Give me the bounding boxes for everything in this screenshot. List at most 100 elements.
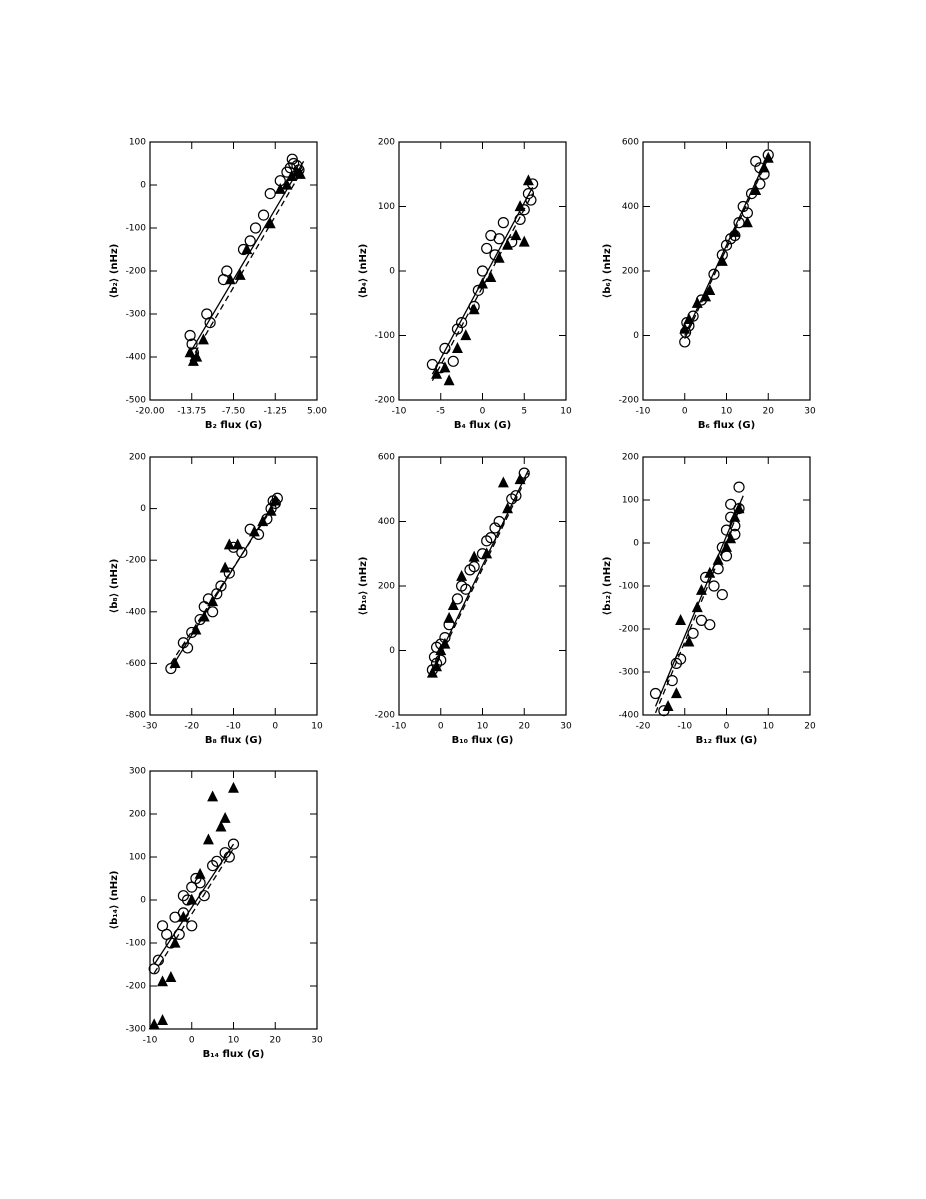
- x-tick-label: 20: [519, 722, 531, 732]
- triangle-point: [485, 271, 497, 283]
- y-tick-label: -200: [375, 711, 396, 721]
- triangle-point: [191, 350, 203, 362]
- circle-point: [522, 188, 535, 200]
- triangle-point: [497, 476, 509, 488]
- triangle-point: [456, 569, 468, 581]
- x-tick-label: -20: [636, 722, 651, 732]
- triangle-point: [510, 229, 522, 241]
- x-tick-label: -10: [226, 722, 241, 732]
- x-tick-label: 20: [763, 407, 775, 417]
- fit-line: [170, 500, 276, 669]
- x-tick-label: -7.50: [222, 407, 246, 417]
- y-tick-label: 100: [129, 138, 146, 148]
- panel: -10 0 10 20 30 -200 0 200 400 600 B₆ flux (G) ⟨b₆⟩ …: [602, 138, 816, 432]
- triangle-point: [518, 235, 530, 247]
- panel: -10 -5 0 5 10 -200 -100 0 100 200 B₄ flux (G) ⟨b₄⟩ …: [358, 138, 572, 432]
- fit-line: [684, 154, 769, 336]
- panel: -10 0 10 20 30 -200 0 200 400 600 B₁₀ flux (G) ⟨b₁₀…: [358, 453, 572, 747]
- circle-point: [184, 329, 196, 342]
- x-tick-label: -1.25: [264, 407, 287, 417]
- plot-frame: [398, 456, 567, 716]
- x-tick-label: 0: [272, 722, 278, 732]
- triangle-point: [228, 781, 239, 793]
- x-tick-label: 10: [721, 407, 733, 417]
- circle-point: [221, 265, 233, 277]
- x-tick-label: 30: [560, 722, 572, 732]
- x-tick-label: 0: [682, 407, 688, 417]
- circle-point: [439, 342, 451, 354]
- triangle-point: [721, 540, 732, 552]
- x-tick-label: 5: [521, 407, 527, 417]
- y-tick-label: -300: [126, 1025, 147, 1035]
- y-tick-label: -200: [375, 396, 396, 406]
- plot-frame: [398, 141, 567, 401]
- circle-point: [186, 920, 198, 932]
- triangle-point: [165, 971, 177, 983]
- fit-line: [170, 503, 276, 664]
- y-tick-label: -200: [126, 267, 147, 277]
- circle-point: [152, 954, 164, 966]
- y-tick-label: -100: [126, 224, 147, 234]
- x-axis-label: B₁₀ flux (G): [452, 735, 514, 746]
- y-tick-label: 200: [129, 810, 146, 820]
- circle-point: [704, 619, 716, 631]
- x-tick-label: 0: [189, 1036, 195, 1046]
- triangle-point: [294, 167, 306, 179]
- triangle-point: [264, 217, 276, 229]
- fit-line: [431, 193, 534, 381]
- triangle-point: [157, 1014, 168, 1026]
- plot-frame: [149, 456, 318, 716]
- y-tick-label: -400: [126, 353, 147, 363]
- circle-point: [198, 890, 210, 902]
- y-tick-label: 200: [378, 582, 395, 592]
- fit-line: [189, 161, 305, 354]
- circle-point: [497, 217, 509, 229]
- fit-line: [153, 848, 235, 974]
- circle-point: [165, 662, 177, 675]
- circle-point: [720, 550, 733, 562]
- circle-point: [456, 317, 468, 329]
- triangle-point: [202, 833, 214, 845]
- x-tick-label: -20: [184, 722, 199, 732]
- triangle-point: [223, 538, 235, 550]
- triangle-point: [194, 867, 206, 879]
- triangle-point: [675, 614, 687, 626]
- circle-point: [264, 188, 276, 200]
- triangle-point: [269, 494, 281, 506]
- y-tick-label: -200: [126, 556, 147, 566]
- fit-line: [684, 157, 769, 339]
- plot-frame: [642, 141, 811, 401]
- triangle-point: [670, 687, 682, 699]
- fit-line: [189, 167, 305, 362]
- y-tick-label: 100: [129, 853, 146, 863]
- y-tick-label: -400: [619, 711, 640, 721]
- circle-point: [286, 153, 298, 165]
- triangle-point: [468, 303, 480, 315]
- circle-point: [207, 606, 219, 618]
- triangle-point: [157, 975, 168, 987]
- y-tick-label: 0: [389, 267, 395, 277]
- circle-point: [733, 481, 745, 493]
- circle-point: [708, 580, 720, 592]
- circle-point: [435, 654, 447, 666]
- x-tick-label: -10: [392, 722, 407, 732]
- x-tick-label: 10: [560, 407, 572, 417]
- x-tick-label: 10: [228, 1036, 240, 1046]
- plot-frame: [149, 770, 318, 1030]
- y-axis-label: ⟨b₈⟩ (nHz): [109, 559, 120, 614]
- fit-line: [431, 472, 530, 674]
- circle-point: [670, 657, 683, 670]
- x-axis-label: B₈ flux (G): [205, 735, 262, 746]
- y-tick-label: 200: [378, 138, 395, 148]
- circle-point: [666, 674, 678, 687]
- triangle-point: [683, 635, 695, 647]
- y-tick-label: -800: [126, 711, 147, 721]
- circle-point: [204, 317, 216, 329]
- circle-point: [249, 222, 262, 234]
- circle-point: [223, 567, 235, 579]
- x-tick-label: 30: [311, 1036, 323, 1046]
- x-tick-label: 10: [763, 722, 775, 732]
- y-tick-label: 0: [633, 331, 639, 341]
